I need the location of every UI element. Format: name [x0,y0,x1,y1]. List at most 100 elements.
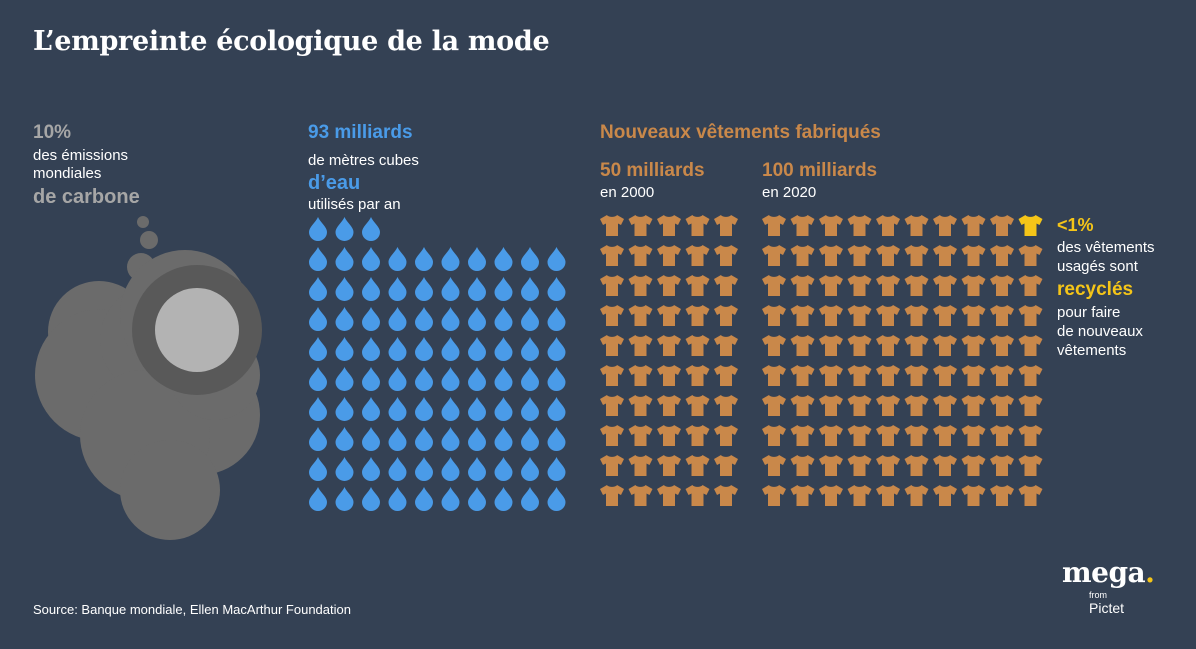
water-drop-icon [468,427,486,451]
tshirt-icon [990,215,1014,236]
water-drop-icon [388,337,407,361]
water-drop-icon [335,247,354,271]
water-drop-icon [415,397,433,421]
tshirt-icon [819,215,843,236]
water-drop-icon [388,277,407,301]
tshirt-icon [600,455,624,476]
water-drop-icon [441,277,460,301]
tshirt-icon [847,275,872,296]
water-drop-icon [494,337,513,361]
tshirt-icon [628,305,653,326]
water-drop-icon [468,367,486,391]
tshirt-icon [790,455,815,476]
tshirt-icon [685,215,710,236]
water-drop-icon [309,487,327,511]
tshirt-icon [790,485,815,506]
tshirt-icon [628,245,653,266]
tshirt-icon [990,365,1014,386]
tshirt-icon [847,365,872,386]
water-drop-icon [547,337,566,361]
water-drop-icon [547,427,566,451]
tshirt-icon [990,305,1014,326]
tshirt-icon [961,455,986,476]
water-drop-icon [521,277,539,301]
water-drop-icon [494,307,513,331]
water-drop-icon [388,367,407,391]
tshirt-icon [904,335,929,356]
tshirt-icon [600,365,624,386]
tshirt-icon [685,425,710,446]
tshirt-icon [819,485,843,506]
water-drop-icon [441,457,460,481]
tshirt-icon [847,335,872,356]
tshirt-icon [762,425,786,446]
tshirt-icon [1018,455,1043,476]
tshirt-icon [685,395,710,416]
tshirt-icon [714,485,738,506]
water-drop-icon [362,487,380,511]
carbon-keyword: de carbone [33,186,140,208]
tshirt-icon [657,305,681,326]
water-drop-icon [468,337,486,361]
tshirt-icon [819,275,843,296]
tshirt-icon [600,395,624,416]
tshirt-icon [904,245,929,266]
water-drop-icon [468,457,486,481]
water-drop-icon [547,487,566,511]
tshirt-icon [933,335,957,356]
tshirt-icon [990,335,1014,356]
water-description-2: utilisés par an [308,196,401,213]
water-drop-icon [441,487,460,511]
tshirt-icon [790,425,815,446]
tshirt-icon [819,335,843,356]
tshirt-icon [657,245,681,266]
water-drop-icon [468,277,486,301]
water-drop-icon [362,367,380,391]
logo-dot: . [1145,556,1155,589]
tshirt-icon [819,455,843,476]
water-drop-icon [415,457,433,481]
source-note: Source: Banque mondiale, Ellen MacArthur… [33,602,351,617]
tshirt-icon [990,485,1014,506]
tshirt-icon [961,365,986,386]
water-drop-icon [494,487,513,511]
water-drop-icon [362,397,380,421]
water-drop-icon [309,397,327,421]
water-drop-icon [309,427,327,451]
water-drop-icon [388,247,407,271]
water-drop-icon [362,217,380,241]
tshirt-icon [790,275,815,296]
tshirt-icon [762,365,786,386]
water-drop-icon [441,367,460,391]
tshirt-icon [600,215,624,236]
tshirt-icon [790,245,815,266]
tshirt-icon [904,305,929,326]
tshirt-icon [790,215,815,236]
tshirt-icon [933,485,957,506]
tshirt-icon [819,305,843,326]
tshirt-icon [847,485,872,506]
water-drop-icon [388,457,407,481]
tshirt-icon [933,305,957,326]
tshirt-icon [657,395,681,416]
water-drop-icon [415,247,433,271]
tshirt-icon [876,215,900,236]
water-drop-icon [362,427,380,451]
tshirt-icon [714,245,738,266]
water-drop-icon [468,307,486,331]
tshirt-icon [657,335,681,356]
water-drop-icon [388,487,407,511]
tshirt-icon [904,455,929,476]
water-drop-grid [309,217,566,511]
water-drop-icon [309,217,327,241]
tshirt-icon [657,275,681,296]
water-drop-icon [547,367,566,391]
water-drop-icon [362,277,380,301]
tshirt-icon [961,395,986,416]
water-drop-icon [521,427,539,451]
water-drop-icon [521,247,539,271]
water-drop-icon [335,277,354,301]
tshirt-icon [714,425,738,446]
water-drop-icon [362,337,380,361]
tshirt-icon [714,335,738,356]
